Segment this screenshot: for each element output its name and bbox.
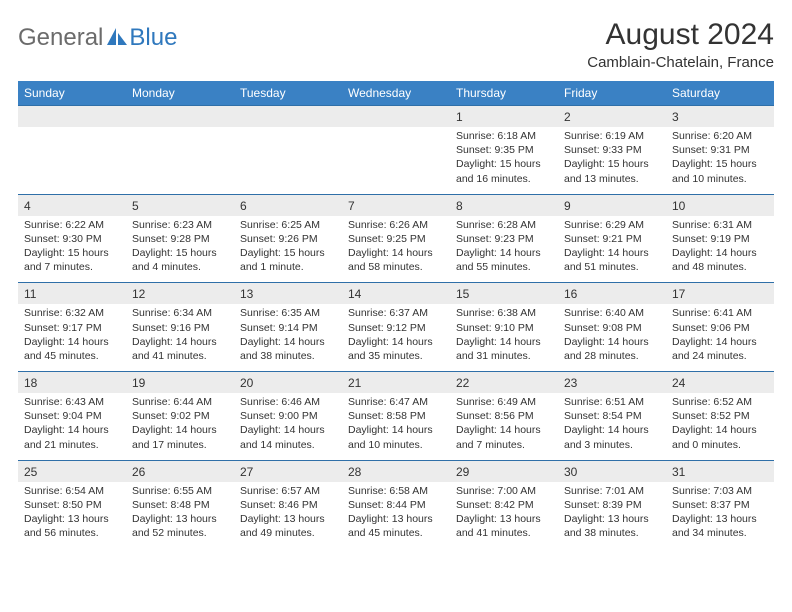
day-number-cell: 18 xyxy=(18,372,126,394)
day-number-cell xyxy=(18,106,126,128)
day-number-cell: 20 xyxy=(234,372,342,394)
day-detail-cell: Sunrise: 6:31 AMSunset: 9:19 PMDaylight:… xyxy=(666,216,774,283)
weekday-header: Monday xyxy=(126,81,234,106)
day-number-cell: 3 xyxy=(666,106,774,128)
calendar-table: Sunday Monday Tuesday Wednesday Thursday… xyxy=(18,81,774,548)
title-block: August 2024 Camblain-Chatelain, France xyxy=(587,18,774,71)
calendar-body: 123Sunrise: 6:18 AMSunset: 9:35 PMDaylig… xyxy=(18,106,774,549)
day-number-cell: 23 xyxy=(558,372,666,394)
day-number-cell: 10 xyxy=(666,194,774,216)
day-number-cell: 29 xyxy=(450,460,558,482)
weekday-header: Thursday xyxy=(450,81,558,106)
page-header: General Blue August 2024 Camblain-Chatel… xyxy=(18,18,774,71)
day-number-row: 11121314151617 xyxy=(18,283,774,305)
day-number-cell: 19 xyxy=(126,372,234,394)
day-detail-cell: Sunrise: 6:32 AMSunset: 9:17 PMDaylight:… xyxy=(18,304,126,371)
day-number-cell: 28 xyxy=(342,460,450,482)
day-number-cell: 21 xyxy=(342,372,450,394)
month-title: August 2024 xyxy=(587,18,774,52)
day-detail-cell: Sunrise: 6:18 AMSunset: 9:35 PMDaylight:… xyxy=(450,127,558,194)
day-number-cell: 22 xyxy=(450,372,558,394)
day-detail-row: Sunrise: 6:32 AMSunset: 9:17 PMDaylight:… xyxy=(18,304,774,371)
day-detail-cell xyxy=(18,127,126,194)
day-detail-cell: Sunrise: 6:29 AMSunset: 9:21 PMDaylight:… xyxy=(558,216,666,283)
day-detail-cell: Sunrise: 6:40 AMSunset: 9:08 PMDaylight:… xyxy=(558,304,666,371)
day-detail-cell: Sunrise: 6:37 AMSunset: 9:12 PMDaylight:… xyxy=(342,304,450,371)
weekday-header: Saturday xyxy=(666,81,774,106)
day-detail-cell: Sunrise: 6:57 AMSunset: 8:46 PMDaylight:… xyxy=(234,482,342,549)
calendar-page: General Blue August 2024 Camblain-Chatel… xyxy=(0,0,792,548)
day-detail-row: Sunrise: 6:43 AMSunset: 9:04 PMDaylight:… xyxy=(18,393,774,460)
day-detail-cell: Sunrise: 6:22 AMSunset: 9:30 PMDaylight:… xyxy=(18,216,126,283)
day-detail-cell: Sunrise: 6:55 AMSunset: 8:48 PMDaylight:… xyxy=(126,482,234,549)
day-number-cell: 2 xyxy=(558,106,666,128)
day-detail-row: Sunrise: 6:54 AMSunset: 8:50 PMDaylight:… xyxy=(18,482,774,549)
logo: General Blue xyxy=(18,24,177,52)
day-detail-cell xyxy=(126,127,234,194)
day-number-cell: 30 xyxy=(558,460,666,482)
day-number-row: 123 xyxy=(18,106,774,128)
location-label: Camblain-Chatelain, France xyxy=(587,54,774,71)
day-number-cell: 1 xyxy=(450,106,558,128)
day-number-cell: 7 xyxy=(342,194,450,216)
day-number-cell: 16 xyxy=(558,283,666,305)
day-number-cell: 27 xyxy=(234,460,342,482)
day-number-cell: 5 xyxy=(126,194,234,216)
day-detail-cell: Sunrise: 6:44 AMSunset: 9:02 PMDaylight:… xyxy=(126,393,234,460)
logo-text-blue: Blue xyxy=(129,24,177,52)
day-number-row: 25262728293031 xyxy=(18,460,774,482)
day-detail-cell: Sunrise: 6:58 AMSunset: 8:44 PMDaylight:… xyxy=(342,482,450,549)
day-detail-cell: Sunrise: 6:47 AMSunset: 8:58 PMDaylight:… xyxy=(342,393,450,460)
day-detail-row: Sunrise: 6:22 AMSunset: 9:30 PMDaylight:… xyxy=(18,216,774,283)
day-detail-cell: Sunrise: 6:49 AMSunset: 8:56 PMDaylight:… xyxy=(450,393,558,460)
day-detail-cell: Sunrise: 6:38 AMSunset: 9:10 PMDaylight:… xyxy=(450,304,558,371)
day-number-cell: 8 xyxy=(450,194,558,216)
day-number-cell: 25 xyxy=(18,460,126,482)
day-detail-cell: Sunrise: 7:01 AMSunset: 8:39 PMDaylight:… xyxy=(558,482,666,549)
day-number-cell: 11 xyxy=(18,283,126,305)
day-detail-cell: Sunrise: 6:35 AMSunset: 9:14 PMDaylight:… xyxy=(234,304,342,371)
logo-sails-icon xyxy=(105,25,129,52)
weekday-header-row: Sunday Monday Tuesday Wednesday Thursday… xyxy=(18,81,774,106)
day-number-cell: 15 xyxy=(450,283,558,305)
day-number-cell: 4 xyxy=(18,194,126,216)
day-detail-cell: Sunrise: 6:23 AMSunset: 9:28 PMDaylight:… xyxy=(126,216,234,283)
day-detail-cell: Sunrise: 6:19 AMSunset: 9:33 PMDaylight:… xyxy=(558,127,666,194)
day-detail-cell: Sunrise: 6:41 AMSunset: 9:06 PMDaylight:… xyxy=(666,304,774,371)
day-number-cell: 26 xyxy=(126,460,234,482)
day-number-row: 45678910 xyxy=(18,194,774,216)
day-detail-cell: Sunrise: 6:43 AMSunset: 9:04 PMDaylight:… xyxy=(18,393,126,460)
day-number-cell xyxy=(342,106,450,128)
day-detail-cell: Sunrise: 6:28 AMSunset: 9:23 PMDaylight:… xyxy=(450,216,558,283)
day-detail-cell: Sunrise: 6:52 AMSunset: 8:52 PMDaylight:… xyxy=(666,393,774,460)
day-detail-cell: Sunrise: 6:25 AMSunset: 9:26 PMDaylight:… xyxy=(234,216,342,283)
day-detail-cell: Sunrise: 6:34 AMSunset: 9:16 PMDaylight:… xyxy=(126,304,234,371)
day-detail-cell: Sunrise: 6:20 AMSunset: 9:31 PMDaylight:… xyxy=(666,127,774,194)
day-number-cell: 9 xyxy=(558,194,666,216)
day-number-cell: 14 xyxy=(342,283,450,305)
day-number-cell: 12 xyxy=(126,283,234,305)
day-detail-cell xyxy=(234,127,342,194)
logo-text-general: General xyxy=(18,24,103,52)
day-detail-cell: Sunrise: 6:26 AMSunset: 9:25 PMDaylight:… xyxy=(342,216,450,283)
day-number-cell: 13 xyxy=(234,283,342,305)
day-detail-cell xyxy=(342,127,450,194)
day-detail-cell: Sunrise: 6:51 AMSunset: 8:54 PMDaylight:… xyxy=(558,393,666,460)
weekday-header: Tuesday xyxy=(234,81,342,106)
day-number-cell xyxy=(126,106,234,128)
day-number-cell xyxy=(234,106,342,128)
day-detail-cell: Sunrise: 6:46 AMSunset: 9:00 PMDaylight:… xyxy=(234,393,342,460)
weekday-header: Friday xyxy=(558,81,666,106)
weekday-header: Sunday xyxy=(18,81,126,106)
day-detail-cell: Sunrise: 7:00 AMSunset: 8:42 PMDaylight:… xyxy=(450,482,558,549)
day-detail-cell: Sunrise: 6:54 AMSunset: 8:50 PMDaylight:… xyxy=(18,482,126,549)
day-detail-cell: Sunrise: 7:03 AMSunset: 8:37 PMDaylight:… xyxy=(666,482,774,549)
day-number-row: 18192021222324 xyxy=(18,372,774,394)
weekday-header: Wednesday xyxy=(342,81,450,106)
day-number-cell: 24 xyxy=(666,372,774,394)
day-detail-row: Sunrise: 6:18 AMSunset: 9:35 PMDaylight:… xyxy=(18,127,774,194)
day-number-cell: 6 xyxy=(234,194,342,216)
day-number-cell: 17 xyxy=(666,283,774,305)
day-number-cell: 31 xyxy=(666,460,774,482)
